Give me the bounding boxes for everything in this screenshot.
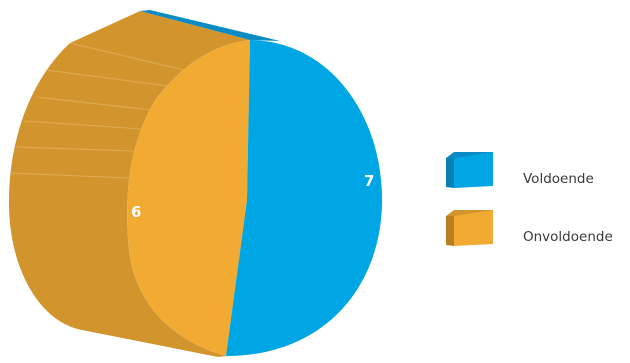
cylinder-side-onvoldoende (8, 11, 251, 357)
data-label-voldoende: 7 (364, 172, 374, 190)
legend-label-voldoende: Voldoende (523, 171, 594, 187)
legend-label-onvoldoende: Onvoldoende (523, 229, 613, 245)
pie-top-face (127, 40, 383, 356)
data-label-onvoldoende: 6 (131, 203, 141, 221)
cylinder-side-lines (9, 42, 193, 179)
cylinder-rim-voldoende (140, 10, 280, 41)
cylinder-side (8, 10, 280, 357)
slice-voldoende (226, 40, 383, 356)
slice-onvoldoende (127, 40, 250, 356)
legend-swatch-voldoende (446, 152, 493, 188)
legend-swatch-onvoldoende (446, 210, 493, 246)
